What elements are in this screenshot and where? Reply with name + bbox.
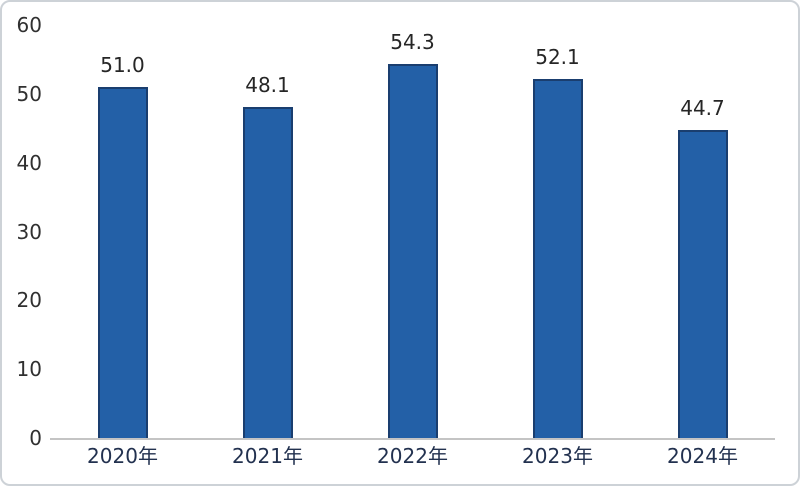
bar-slot: 51.0 xyxy=(50,25,195,438)
bar xyxy=(387,64,438,438)
bar-value-label: 51.0 xyxy=(100,52,145,77)
bar-value-label: 54.3 xyxy=(390,30,435,55)
bar-slot: 48.1 xyxy=(195,25,340,438)
bar-value-label: 48.1 xyxy=(245,72,290,97)
y-axis-tick-label: 20 xyxy=(16,288,42,313)
y-axis: 0 10 20 30 40 50 60 xyxy=(2,15,44,448)
y-axis-tick-label: 10 xyxy=(16,357,42,382)
y-axis-tick-label: 30 xyxy=(16,219,42,244)
x-axis-category-label: 2023年 xyxy=(522,444,593,468)
bar xyxy=(532,79,583,438)
bar-slot: 44.7 xyxy=(630,25,775,438)
x-axis: 2020年 2021年 2022年 2023年 2024年 xyxy=(50,444,775,468)
bars-row: 51.0 48.1 54.3 52.1 44.7 xyxy=(50,25,775,438)
x-axis-category-label: 2022年 xyxy=(377,444,448,468)
bar xyxy=(97,86,148,438)
y-axis-tick-label: 50 xyxy=(16,81,42,106)
x-axis-category-label: 2024年 xyxy=(667,444,738,468)
x-axis-category-label: 2021年 xyxy=(232,444,303,468)
bar-value-label: 52.1 xyxy=(535,45,580,70)
bar-value-label: 44.7 xyxy=(680,96,725,121)
y-axis-tick-label: 40 xyxy=(16,150,42,175)
bar xyxy=(677,130,728,438)
x-axis-category-label: 2020年 xyxy=(87,444,158,468)
y-axis-tick-label: 0 xyxy=(29,426,42,450)
y-axis-tick-label: 60 xyxy=(16,13,42,37)
plot-area: 51.0 48.1 54.3 52.1 44.7 xyxy=(50,25,775,440)
bar xyxy=(242,106,293,438)
bar-slot: 52.1 xyxy=(485,25,630,438)
bar-slot: 54.3 xyxy=(340,25,485,438)
